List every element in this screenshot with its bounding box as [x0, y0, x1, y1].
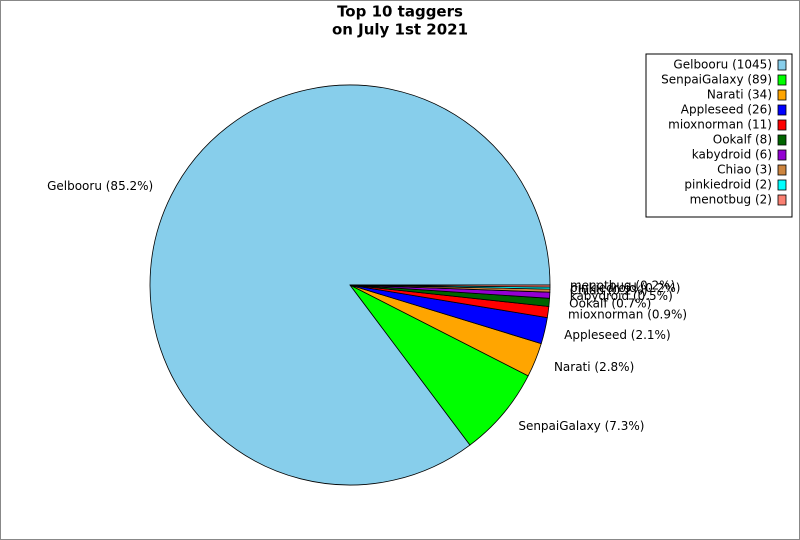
slice-label: menotbug (0.2%)	[570, 279, 675, 293]
legend-swatch	[777, 134, 787, 146]
legend-swatch	[777, 74, 787, 86]
legend-label: kabydroid (6)	[692, 148, 772, 162]
legend-box	[645, 53, 793, 218]
slice-label: pinkiedroid (0.2%)	[570, 281, 680, 295]
chart-title: Top 10 taggers	[337, 3, 463, 21]
legend-swatch	[777, 89, 787, 101]
legend-swatch	[777, 104, 787, 116]
slice-label: kabydroid (0.5%)	[570, 289, 673, 303]
legend-label: menotbug (2)	[690, 193, 772, 207]
slice-label: Ookalf (0.7%)	[569, 297, 651, 311]
legend-swatch	[777, 119, 787, 131]
legend-swatch	[777, 164, 787, 176]
legend-swatch	[777, 149, 787, 161]
pie-slice	[349, 284, 551, 288]
legend-label: Chiao (3)	[717, 163, 772, 177]
legend-swatch	[777, 194, 787, 206]
legend-swatch	[777, 59, 787, 71]
legend-label: Appleseed (26)	[681, 103, 772, 117]
slice-label: Narati (2.8%)	[554, 360, 634, 374]
chart-title: on July 1st 2021	[332, 21, 468, 39]
slice-label: Appleseed (2.1%)	[564, 328, 670, 342]
legend-swatch	[777, 179, 787, 191]
slice-label: SenpaiGalaxy (7.3%)	[518, 419, 644, 433]
slice-label: mioxnorman (0.9%)	[568, 307, 687, 321]
legend-label: mioxnorman (11)	[668, 118, 772, 132]
slice-label: Gelbooru (85.2%)	[47, 179, 153, 193]
slice-label: Chiao (0.2%)	[570, 284, 648, 298]
legend-label: Gelbooru (1045)	[673, 58, 772, 72]
legend-label: pinkiedroid (2)	[684, 178, 772, 192]
pie-slice	[149, 84, 551, 486]
legend-label: Ookalf (8)	[713, 133, 772, 147]
legend-label: Narati (34)	[707, 88, 772, 102]
legend-label: SenpaiGalaxy (89)	[661, 73, 772, 87]
